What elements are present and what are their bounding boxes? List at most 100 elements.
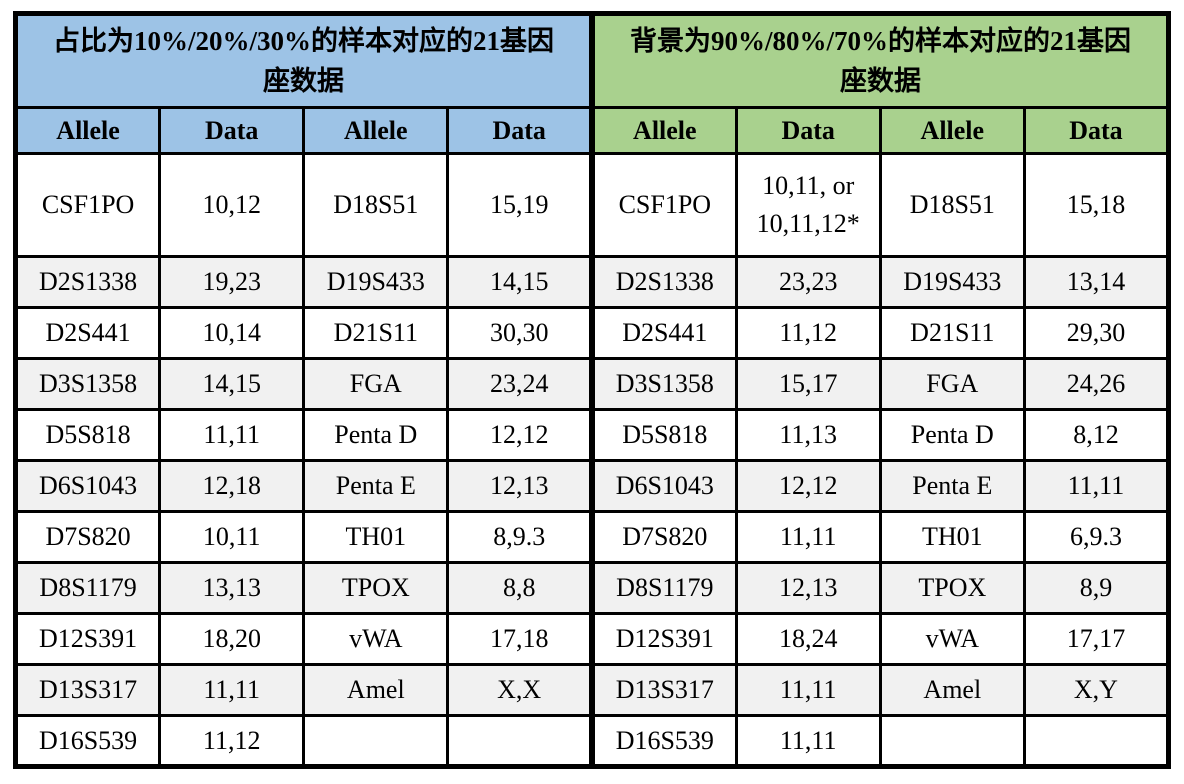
cell-allele: TPOX xyxy=(878,561,1026,615)
column-header-data: Data xyxy=(158,106,306,155)
cell-allele: D8S1179 xyxy=(13,561,162,615)
cell-data: 11,11 xyxy=(734,510,882,564)
cell-allele: D13S317 xyxy=(588,663,738,717)
cell-allele: D7S820 xyxy=(13,510,162,564)
cell-allele: D19S433 xyxy=(302,255,450,309)
column-header-allele: Allele xyxy=(302,106,450,155)
cell-data: 8,9.3 xyxy=(446,510,594,564)
table-row: D5S818 11,11 Penta D 12,12 D5S818 11,13 … xyxy=(13,408,1171,462)
cell-allele: CSF1PO xyxy=(13,152,162,258)
genotype-table: 占比为10%/20%/30%的样本对应的21基因座数据 背景为90%/80%/7… xyxy=(13,11,1171,769)
cell-data: 11,12 xyxy=(734,306,882,360)
cell-allele: D2S1338 xyxy=(13,255,162,309)
cell-allele: D2S441 xyxy=(13,306,162,360)
cell-allele: D18S51 xyxy=(302,152,450,258)
cell-allele: D7S820 xyxy=(588,510,738,564)
column-header-allele: Allele xyxy=(588,106,738,155)
cell-data: 10,11, or 10,11,12* xyxy=(734,152,882,258)
cell-allele: TPOX xyxy=(302,561,450,615)
cell-data: 12,18 xyxy=(158,459,306,513)
cell-allele: D8S1179 xyxy=(588,561,738,615)
cell-allele: D12S391 xyxy=(13,612,162,666)
cell-data: 11,11 xyxy=(158,663,306,717)
table-row: D6S1043 12,18 Penta E 12,13 D6S1043 12,1… xyxy=(13,459,1171,513)
cell-data: 11,11 xyxy=(1022,459,1171,513)
cell-data: 13,14 xyxy=(1022,255,1171,309)
cell-allele: vWA xyxy=(878,612,1026,666)
cell-data: 12,12 xyxy=(446,408,594,462)
cell-data xyxy=(1022,714,1171,768)
cell-allele: D5S818 xyxy=(13,408,162,462)
cell-data: 15,18 xyxy=(1022,152,1171,258)
cell-data: 8,9 xyxy=(1022,561,1171,615)
cell-data: 29,30 xyxy=(1022,306,1171,360)
right-table-title: 背景为90%/80%/70%的样本对应的21基因座数据 xyxy=(589,12,1170,109)
cell-allele: FGA xyxy=(302,357,450,411)
cell-allele: TH01 xyxy=(878,510,1026,564)
table-row: D2S1338 19,23 D19S433 14,15 D2S1338 23,2… xyxy=(13,255,1171,309)
cell-allele xyxy=(302,714,450,768)
cell-allele: D2S441 xyxy=(588,306,738,360)
cell-allele: D3S1358 xyxy=(588,357,738,411)
cell-allele: D16S539 xyxy=(13,714,162,768)
cell-allele: D5S818 xyxy=(588,408,738,462)
cell-data: 11,11 xyxy=(734,663,882,717)
cell-data: 17,17 xyxy=(1022,612,1171,666)
cell-data: 23,23 xyxy=(734,255,882,309)
cell-allele: Penta E xyxy=(878,459,1026,513)
cell-allele: TH01 xyxy=(302,510,450,564)
cell-allele: Amel xyxy=(878,663,1026,717)
cell-data: 14,15 xyxy=(158,357,306,411)
cell-allele: D19S433 xyxy=(878,255,1026,309)
cell-data: 11,11 xyxy=(734,714,882,768)
table-row: D8S1179 13,13 TPOX 8,8 D8S1179 12,13 TPO… xyxy=(13,561,1171,615)
cell-allele: D13S317 xyxy=(13,663,162,717)
cell-data: 11,12 xyxy=(158,714,306,768)
cell-data: 30,30 xyxy=(446,306,594,360)
cell-data: 6,9.3 xyxy=(1022,510,1171,564)
column-header-allele: Allele xyxy=(878,106,1026,155)
table-row: D12S391 18,20 vWA 17,18 D12S391 18,24 vW… xyxy=(13,612,1171,666)
cell-data: X,X xyxy=(446,663,594,717)
cell-allele xyxy=(878,714,1026,768)
cell-allele: D3S1358 xyxy=(13,357,162,411)
column-header-data: Data xyxy=(446,106,594,155)
cell-data: 8,12 xyxy=(1022,408,1171,462)
cell-data: X,Y xyxy=(1022,663,1171,717)
cell-data: 10,11 xyxy=(158,510,306,564)
cell-data: 14,15 xyxy=(446,255,594,309)
cell-allele: D21S11 xyxy=(302,306,450,360)
cell-data: 10,14 xyxy=(158,306,306,360)
cell-data: 15,17 xyxy=(734,357,882,411)
left-table-title: 占比为10%/20%/30%的样本对应的21基因座数据 xyxy=(14,12,594,109)
cell-allele: vWA xyxy=(302,612,450,666)
cell-data: 13,13 xyxy=(158,561,306,615)
cell-data: 8,8 xyxy=(446,561,594,615)
cell-allele: D2S1338 xyxy=(588,255,738,309)
cell-data: 12,13 xyxy=(446,459,594,513)
cell-data: 12,12 xyxy=(734,459,882,513)
cell-data: 11,11 xyxy=(158,408,306,462)
table-row: D13S317 11,11 Amel X,X D13S317 11,11 Ame… xyxy=(13,663,1171,717)
column-header-allele: Allele xyxy=(13,106,162,155)
cell-allele: Penta D xyxy=(878,408,1026,462)
cell-data: 10,12 xyxy=(158,152,306,258)
cell-allele: D21S11 xyxy=(878,306,1026,360)
cell-allele: D12S391 xyxy=(588,612,738,666)
cell-allele: CSF1PO xyxy=(588,152,738,258)
cell-allele: Penta D xyxy=(302,408,450,462)
cell-allele: Amel xyxy=(302,663,450,717)
table-row: D7S820 10,11 TH01 8,9.3 D7S820 11,11 TH0… xyxy=(13,510,1171,564)
cell-data: 12,13 xyxy=(734,561,882,615)
cell-allele: Penta E xyxy=(302,459,450,513)
cell-allele: FGA xyxy=(878,357,1026,411)
column-header-row: Allele Data Allele Data Allele Data Alle… xyxy=(13,106,1171,155)
table-row: D16S539 11,12 D16S539 11,11 xyxy=(13,714,1171,768)
cell-data: 15,19 xyxy=(446,152,594,258)
cell-data: 24,26 xyxy=(1022,357,1171,411)
column-header-data: Data xyxy=(734,106,882,155)
cell-data: 17,18 xyxy=(446,612,594,666)
cell-data: 23,24 xyxy=(446,357,594,411)
cell-data xyxy=(446,714,594,768)
